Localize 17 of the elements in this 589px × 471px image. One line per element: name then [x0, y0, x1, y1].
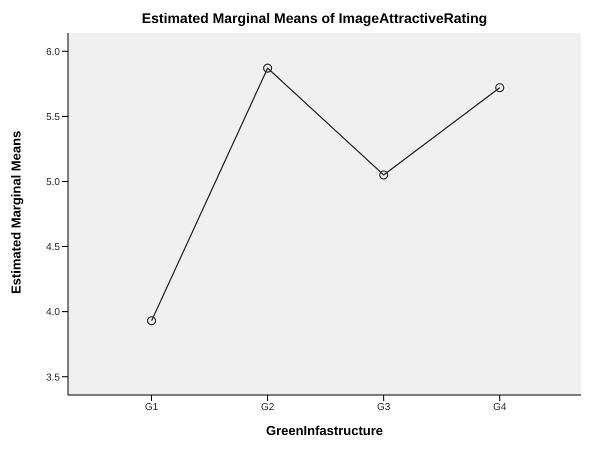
x-tick-label: G1	[144, 402, 159, 414]
point	[379, 170, 388, 180]
y-tick-label: 5.0	[46, 176, 60, 188]
x-tick-label: G3	[377, 402, 391, 414]
chart-title: Estimated Marginal Means of ImageAttractiveRating	[140, 10, 488, 26]
x-axis-title: GreenInfastructure	[266, 423, 384, 438]
y-axis-title: Estimated Marginal Means	[8, 130, 24, 294]
y-tick-label: 5.5	[46, 112, 60, 123]
y-tick-label: 4.5	[46, 242, 60, 254]
point	[495, 83, 504, 92]
y-tick-label: 4.0	[46, 307, 60, 318]
y-tick-label: 3.5	[46, 372, 60, 384]
x-tick-label: G2	[260, 402, 275, 414]
point	[146, 316, 156, 326]
x-tick-label: G4	[493, 402, 507, 414]
point	[263, 64, 272, 73]
y-tick-label: 6.0	[46, 46, 60, 58]
